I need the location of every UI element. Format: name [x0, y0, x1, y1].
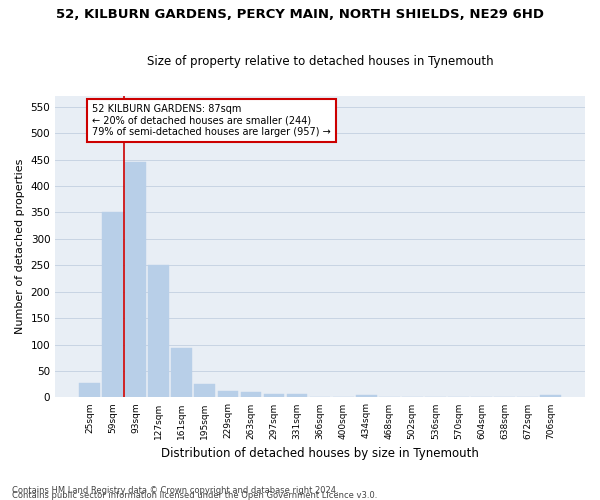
Bar — [263, 394, 284, 398]
Bar — [125, 162, 146, 398]
Bar — [241, 392, 262, 398]
Bar — [102, 212, 123, 398]
Bar — [172, 348, 192, 398]
Bar — [194, 384, 215, 398]
Text: 52, KILBURN GARDENS, PERCY MAIN, NORTH SHIELDS, NE29 6HD: 52, KILBURN GARDENS, PERCY MAIN, NORTH S… — [56, 8, 544, 20]
Text: Contains public sector information licensed under the Open Government Licence v3: Contains public sector information licen… — [12, 491, 377, 500]
Bar — [218, 390, 238, 398]
Text: 52 KILBURN GARDENS: 87sqm
← 20% of detached houses are smaller (244)
79% of semi: 52 KILBURN GARDENS: 87sqm ← 20% of detac… — [92, 104, 331, 137]
Bar — [148, 265, 169, 398]
Text: Contains HM Land Registry data © Crown copyright and database right 2024.: Contains HM Land Registry data © Crown c… — [12, 486, 338, 495]
Bar — [287, 394, 307, 398]
Title: Size of property relative to detached houses in Tynemouth: Size of property relative to detached ho… — [147, 56, 493, 68]
X-axis label: Distribution of detached houses by size in Tynemouth: Distribution of detached houses by size … — [161, 447, 479, 460]
Bar — [540, 395, 561, 398]
Y-axis label: Number of detached properties: Number of detached properties — [15, 159, 25, 334]
Bar — [356, 395, 377, 398]
Bar — [79, 382, 100, 398]
